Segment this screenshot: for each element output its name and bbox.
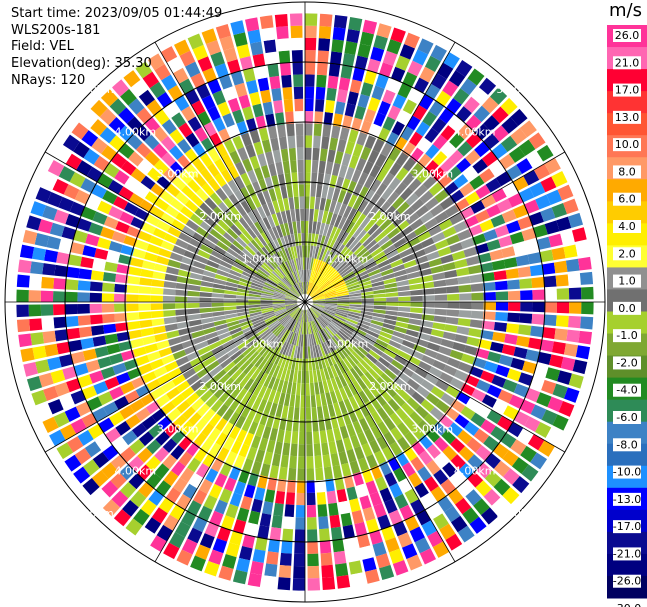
colorbar-tick-label: -30.0 [613, 602, 641, 607]
azimuth-spoke [304, 41, 456, 303]
colorbar-tick-label: -6.0 [616, 411, 637, 424]
colorbar-tick-label: -21.0 [613, 547, 641, 560]
colorbar-tick-label: 13.0 [615, 111, 640, 124]
colorbar-tick-label: 6.0 [618, 193, 636, 206]
range-ring-label: 3.00km [157, 168, 199, 181]
colorbar-tick-label: 26.0 [615, 29, 640, 42]
colorbar-swatch [607, 91, 647, 114]
colorbar-tick-label: -2.0 [616, 356, 637, 369]
range-ring-label: 2.00km [199, 380, 241, 393]
nrays-text: NRays: 120 [11, 73, 86, 89]
azimuth-spoke [44, 151, 306, 303]
range-ring-label: 1.00km [327, 253, 369, 266]
azimuth-spoke [304, 301, 456, 563]
range-ring-label: 2.00km [369, 210, 411, 223]
colorbar-swatch [607, 311, 647, 335]
range-ring-label: 3.00km [411, 168, 453, 181]
velocity-colorbar: 26.0 21.0 17.0 13.0 10.0 8.0 6.0 4.0 2.0 1.0 0.0 -1… [607, 25, 647, 607]
range-ring-label: 5.00km [496, 83, 538, 96]
colorbar-tick-label: 17.0 [615, 84, 640, 97]
colorbar-tick-label: 0.0 [618, 302, 636, 315]
range-ring-label: 1.00km [327, 337, 369, 350]
colorbar-tick-label: 1.0 [618, 275, 636, 288]
range-ring-label: 5.00km [72, 507, 114, 520]
colorbar-tick-label: -4.0 [616, 384, 637, 397]
range-ring-label: 1.00km [242, 337, 284, 350]
range-ring-label: 2.00km [199, 210, 241, 223]
azimuth-spoke [304, 301, 566, 453]
colorbar-tick-label: -26.0 [613, 575, 641, 588]
colorbar-tick-label: 8.0 [618, 165, 636, 178]
colorbar-tick-label: 4.0 [618, 220, 636, 233]
range-ring-label: 1.00km [242, 253, 284, 266]
colorbar-tick-label: 10.0 [615, 138, 640, 151]
colorbar-swatch [607, 201, 647, 224]
start-time-text: Start time: 2023/09/05 01:44:49 [11, 6, 223, 21]
azimuth-spoke [304, 151, 566, 303]
scan-info-panel: Start time: 2023/09/05 01:44:49 WLS200s-… [11, 6, 222, 90]
colorbar-tick-label: -8.0 [616, 438, 637, 451]
range-ring-label: 4.00km [115, 125, 157, 138]
range-ring-label: 5.00km [72, 83, 114, 96]
range-ring-label: 4.00km [115, 465, 157, 478]
range-ring-label: 3.00km [411, 422, 453, 435]
colorbar-tick-label: -1.0 [616, 329, 637, 342]
colorbar-tick-label: 21.0 [615, 56, 640, 69]
colorbar-tick-label: -10.0 [613, 466, 641, 479]
azimuth-spoke [154, 41, 306, 303]
range-ring-label: 3.00km [157, 422, 199, 435]
azimuth-spoke [44, 301, 306, 453]
range-ring-label: 2.00km [369, 380, 411, 393]
colorbar-unit: m/s [609, 0, 642, 21]
colorbar-tick-label: -13.0 [613, 493, 641, 506]
range-ring-label: 4.00km [454, 465, 496, 478]
colorbar-tick-label: 2.0 [618, 247, 636, 260]
azimuth-spoke [154, 301, 306, 563]
range-ring-label: 4.00km [454, 125, 496, 138]
elevation-text: Elevation(deg): 35.30 [11, 55, 152, 71]
range-ring-label: 5.00km [496, 507, 538, 520]
field-text: Field: VEL [11, 39, 74, 55]
station-name-text: WLS200s-181 [11, 22, 101, 38]
colorbar-tick-label: -17.0 [613, 520, 641, 533]
